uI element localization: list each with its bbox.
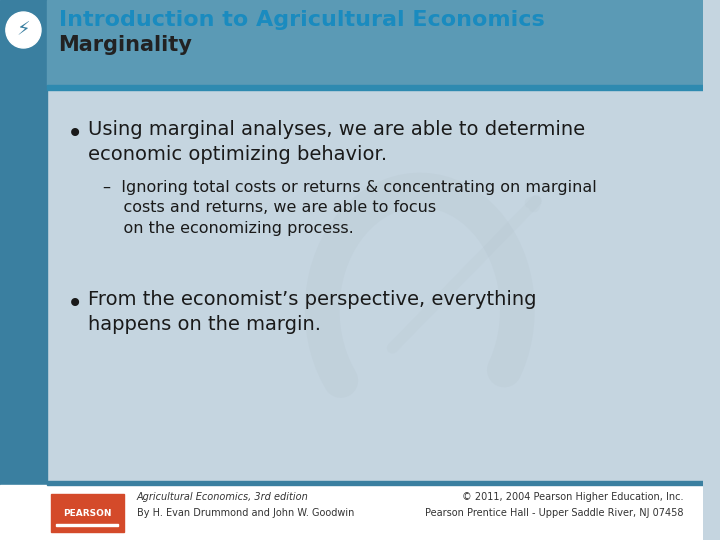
Text: Pearson Prentice Hall - Upper Saddle River, NJ 07458: Pearson Prentice Hall - Upper Saddle Riv… bbox=[425, 508, 683, 518]
Bar bbox=[47, 481, 703, 485]
Circle shape bbox=[6, 12, 41, 48]
Text: PEARSON: PEARSON bbox=[63, 509, 111, 517]
Bar bbox=[47, 85, 703, 90]
Text: By H. Evan Drummond and John W. Goodwin: By H. Evan Drummond and John W. Goodwin bbox=[137, 508, 354, 518]
Text: ⚡: ⚡ bbox=[17, 21, 30, 39]
Bar bbox=[51, 494, 124, 532]
Bar bbox=[0, 0, 47, 540]
Bar bbox=[55, 524, 118, 526]
Bar bbox=[47, 0, 703, 85]
Text: © 2011, 2004 Pearson Higher Education, Inc.: © 2011, 2004 Pearson Higher Education, I… bbox=[462, 492, 683, 502]
Text: •: • bbox=[66, 290, 83, 318]
Text: –  Ignoring total costs or returns & concentrating on marginal
    costs and ret: – Ignoring total costs or returns & conc… bbox=[102, 180, 596, 236]
Text: •: • bbox=[66, 120, 83, 148]
Text: Marginality: Marginality bbox=[58, 35, 192, 55]
Text: Introduction to Agricultural Economics: Introduction to Agricultural Economics bbox=[58, 10, 544, 30]
Text: From the economist’s perspective, everything
happens on the margin.: From the economist’s perspective, everyt… bbox=[88, 290, 536, 334]
Text: Using marginal analyses, we are able to determine
economic optimizing behavior.: Using marginal analyses, we are able to … bbox=[88, 120, 585, 164]
Text: Agricultural Economics, 3rd edition: Agricultural Economics, 3rd edition bbox=[137, 492, 308, 502]
Bar bbox=[0, 485, 703, 540]
